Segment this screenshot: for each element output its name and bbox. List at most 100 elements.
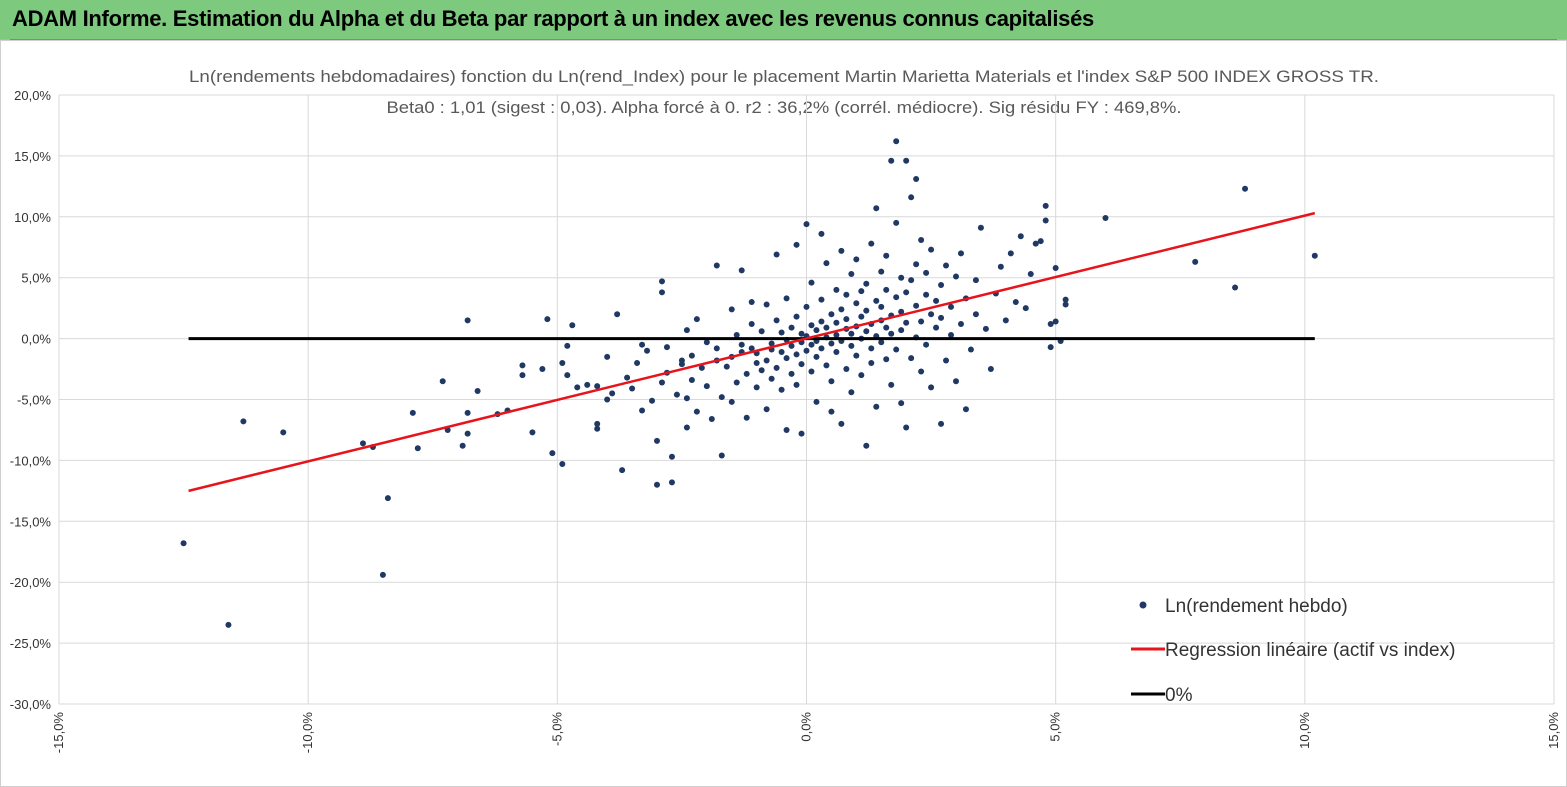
legend-label: Regression linéaire (actif vs index): [1165, 640, 1455, 661]
data-point: [898, 308, 905, 315]
data-point: [1017, 233, 1024, 240]
data-point: [539, 366, 546, 373]
y-tick-label: -15,0%: [10, 514, 52, 529]
data-point: [1047, 344, 1054, 351]
data-point: [933, 324, 940, 331]
y-tick-label: 0,0%: [21, 332, 51, 347]
data-point: [544, 316, 551, 323]
data-point: [604, 396, 611, 403]
data-point: [893, 219, 900, 226]
data-point: [948, 303, 955, 310]
data-point: [280, 429, 287, 436]
data-point: [943, 262, 950, 269]
data-point: [873, 205, 880, 212]
data-point: [793, 313, 800, 320]
data-point: [584, 381, 591, 388]
data-point: [464, 430, 471, 437]
data-point: [972, 311, 979, 318]
data-point: [763, 357, 770, 364]
data-point: [748, 320, 755, 327]
data-point: [763, 406, 770, 413]
data-point: [658, 289, 665, 296]
data-point: [843, 316, 850, 323]
data-point: [668, 479, 675, 486]
data-point: [903, 319, 910, 326]
data-point: [888, 330, 895, 337]
data-point: [1002, 317, 1009, 324]
data-point: [723, 363, 730, 370]
data-point: [1027, 271, 1034, 278]
data-point: [848, 389, 855, 396]
data-point: [654, 437, 660, 444]
data-point: [893, 138, 900, 145]
data-point: [1042, 217, 1049, 224]
data-point: [873, 297, 880, 304]
data-point: [923, 341, 930, 348]
y-tick-label: -20,0%: [10, 575, 52, 590]
data-point: [409, 409, 416, 416]
data-point: [225, 621, 232, 628]
data-point: [778, 329, 785, 336]
data-point: [783, 426, 790, 433]
data-point: [753, 384, 760, 391]
data-point: [359, 440, 366, 447]
legend-label: 0%: [1165, 685, 1193, 706]
legend: Ln(rendement hebdo) Regression linéaire (…: [1131, 596, 1455, 706]
data-point: [828, 340, 835, 347]
data-point: [594, 420, 601, 427]
data-point: [564, 372, 571, 379]
x-axis-ticks: -15,0% -10,0% -5,0% 0,0% 5,0% 10,0% 15,0%: [51, 712, 1561, 754]
data-point: [923, 291, 930, 298]
y-tick-label: 10,0%: [14, 210, 51, 225]
data-point: [1062, 296, 1069, 303]
data-point: [868, 345, 875, 352]
data-point: [898, 327, 905, 334]
data-point: [773, 251, 780, 258]
data-point: [778, 348, 785, 355]
data-point: [858, 372, 865, 379]
data-point: [559, 359, 566, 366]
data-point: [823, 260, 830, 267]
data-point: [758, 328, 765, 335]
x-tick-label: 10,0%: [1297, 712, 1312, 749]
data-point: [863, 442, 870, 449]
data-point: [833, 319, 840, 326]
data-point: [863, 328, 870, 335]
data-point: [848, 342, 855, 349]
x-tick-label: -5,0%: [549, 712, 564, 746]
data-point: [569, 322, 576, 329]
data-point: [863, 307, 870, 314]
data-point: [688, 352, 695, 359]
data-point: [803, 303, 810, 310]
data-point: [1047, 320, 1054, 327]
legend-marker-dot: [1139, 601, 1147, 609]
data-point: [938, 314, 945, 321]
regression-line: [188, 211, 1316, 493]
data-point: [808, 322, 815, 329]
data-point: [1232, 284, 1239, 291]
data-point: [758, 367, 765, 374]
data-point: [743, 370, 750, 377]
data-point: [918, 318, 925, 325]
data-point: [1012, 299, 1019, 306]
data-point: [848, 271, 855, 278]
data-point: [883, 252, 890, 259]
data-point: [658, 379, 665, 386]
y-tick-label: -25,0%: [10, 636, 52, 651]
data-point: [748, 299, 755, 306]
data-point: [808, 279, 815, 286]
data-point: [654, 481, 660, 488]
data-point: [803, 221, 810, 228]
data-point: [893, 294, 900, 301]
data-point: [828, 311, 835, 318]
legend-item-regression: Regression linéaire (actif vs index): [1131, 640, 1455, 661]
report-title: ADAM Informe. Estimation du Alpha et du …: [12, 6, 1094, 31]
data-point: [688, 377, 695, 384]
data-point: [1062, 301, 1069, 308]
data-point: [683, 395, 690, 402]
data-point: [918, 236, 925, 243]
chart-title: Ln(rendements hebdomadaires) fonction du…: [189, 67, 1379, 86]
data-point: [933, 297, 940, 304]
data-point: [798, 361, 805, 368]
data-point: [883, 324, 890, 331]
